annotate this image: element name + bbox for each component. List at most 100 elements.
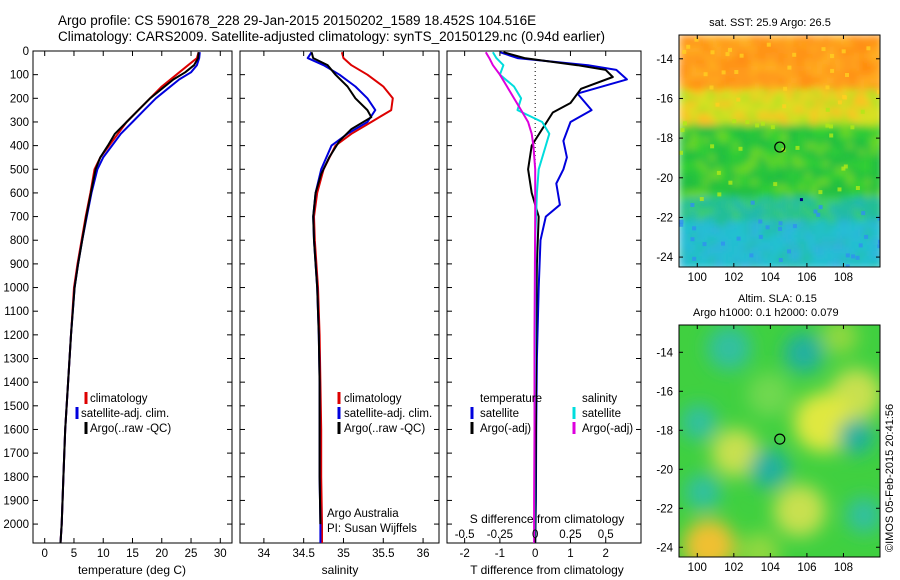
sst-cell [679, 245, 686, 252]
sst-cell [739, 179, 746, 186]
sst-cell [805, 215, 812, 222]
sst-cell [757, 47, 764, 54]
sst-cell [721, 35, 728, 42]
sst-cell [841, 161, 848, 168]
sst-cell [763, 185, 770, 192]
sst-cell [811, 215, 818, 222]
legend-label-satellite-adj: satellite-adj. clim. [81, 408, 169, 420]
y-tick-label: 2000 [3, 519, 29, 531]
y-tick-label: 900 [10, 259, 29, 271]
sst-cell [697, 191, 704, 198]
sst-cell [709, 239, 716, 246]
sst-cell [721, 191, 728, 198]
sst-cell [775, 53, 782, 60]
sst-cell [799, 155, 806, 162]
sst-cell [727, 173, 734, 180]
sst-cell [787, 119, 794, 126]
series-line-salinity-argo-adj [484, 51, 537, 543]
sst-cell [847, 197, 854, 204]
sst-cell [739, 239, 746, 246]
sla-blob [707, 326, 752, 371]
sst-cell [793, 233, 800, 240]
sst-cell [877, 131, 880, 138]
sst-cell [715, 113, 722, 120]
sst-cell [697, 167, 704, 174]
sst-cell [763, 107, 770, 114]
temperature-panel: 0 5 10 15 20 25 300100200300400500600700800900… [3, 46, 233, 577]
sst-cell [817, 107, 824, 114]
sst-cell [823, 167, 830, 174]
sst-cell [865, 53, 872, 60]
sla-map: Altim. SLA: 0.15 Argo h1000: 0.1 h2000: … [656, 293, 881, 574]
sst-cell [859, 203, 866, 210]
sst-cell [709, 89, 716, 96]
sst-cell [745, 155, 752, 162]
sst-cell [733, 71, 740, 78]
sst-cell [877, 149, 880, 156]
sst-cell [763, 155, 770, 162]
sst-cell [763, 125, 770, 132]
sst-cell [733, 245, 740, 252]
sst-cell [721, 197, 728, 204]
sst-cell [775, 239, 782, 246]
sst-cell [829, 89, 836, 96]
sst-cell [829, 149, 836, 156]
sst-cell [835, 65, 842, 72]
sst-cell [715, 119, 722, 126]
sst-cell [775, 191, 782, 198]
sst-cell [775, 233, 782, 240]
sst-cell [727, 119, 734, 126]
sst-cell [787, 83, 794, 90]
sst-cell [733, 95, 740, 102]
sst-cell [709, 101, 716, 108]
sst-cell [871, 83, 878, 90]
sst-cell [757, 173, 764, 180]
sst-cell [787, 221, 794, 228]
sst-cell [781, 119, 788, 126]
y-tick-label: 1400 [3, 377, 29, 389]
sst-cell [691, 119, 698, 126]
sst-cell [853, 257, 860, 264]
sst-cell [811, 53, 818, 60]
sst-cell [679, 215, 686, 222]
series-line-argo-raw-qc [59, 52, 200, 543]
sst-cell [697, 53, 704, 60]
sst-cell [787, 173, 794, 180]
sst-cell [799, 83, 806, 90]
sst-cell [769, 245, 776, 252]
sst-cell [769, 239, 776, 246]
sst-cell [775, 197, 782, 204]
sst-cell [817, 209, 824, 216]
sst-cell [745, 191, 752, 198]
sst-cell [805, 77, 812, 84]
sst-cell [817, 227, 824, 234]
sst-cell [769, 47, 776, 54]
sst-cell [709, 71, 716, 78]
sst-cell [799, 95, 806, 102]
sst-cell [745, 203, 752, 210]
sst-cell [829, 191, 836, 198]
sst-cell [769, 227, 776, 234]
sst-cell [727, 191, 734, 198]
sst-cell [781, 185, 788, 192]
sst-cell [793, 113, 800, 120]
sst-cell [859, 197, 866, 204]
sst-cell [679, 35, 686, 42]
sst-cell [691, 101, 698, 108]
sst-cell [865, 233, 872, 240]
sst-cell [715, 257, 722, 264]
sst-cell [835, 119, 842, 126]
sst-cell [757, 209, 764, 216]
top-tick-label: 0 [532, 529, 538, 541]
sst-cell [799, 125, 806, 132]
sst-cell [679, 137, 686, 144]
sst-speckle [734, 70, 739, 74]
sst-cell [841, 197, 848, 204]
sst-cell [865, 83, 872, 90]
sst-cell [745, 143, 752, 150]
sst-cell [751, 215, 758, 222]
sst-cell [859, 179, 866, 186]
sst-cell [877, 137, 880, 144]
sst-cell [847, 215, 854, 222]
sst-cell [763, 77, 770, 84]
